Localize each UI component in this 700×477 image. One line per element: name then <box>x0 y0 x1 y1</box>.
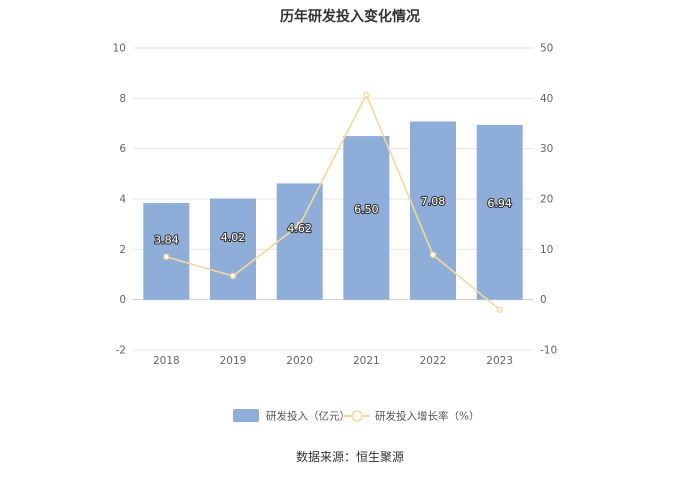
bar-label: 4.02 <box>221 231 246 244</box>
growth-rate-point-2021 <box>363 91 370 98</box>
y-right-tick-label: 0 <box>540 294 547 306</box>
growth-rate-line <box>166 92 501 311</box>
grid-lines <box>133 47 533 351</box>
bar-label: 3.84 <box>154 234 179 247</box>
y-right-tick-label: 40 <box>540 93 553 105</box>
bar-label: 6.94 <box>487 197 512 210</box>
bar-2020 <box>276 183 323 300</box>
y-left-tick-label: 8 <box>119 93 126 105</box>
x-tick-label: 2019 <box>220 355 247 367</box>
bar-2019 <box>210 198 256 300</box>
y-right-tick-label: 20 <box>540 194 553 206</box>
legend-bar-swatch <box>233 409 259 422</box>
bar-data-labels: 3.84 4.02 4.62 6.50 7.08 6.94 <box>153 194 513 248</box>
growth-rate-point-2019 <box>229 272 237 280</box>
y-left-tick-label: 4 <box>119 194 126 206</box>
growth-rate-point-2022 <box>429 251 437 259</box>
x-tick-label: 2023 <box>486 355 513 367</box>
bar-label: 4.62 <box>287 222 312 235</box>
x-tick-label: 2020 <box>286 355 313 367</box>
y-left-tick-label: 0 <box>119 294 126 306</box>
x-tick-label: 2022 <box>420 355 447 367</box>
growth-rate-point-2018 <box>163 253 170 261</box>
bar-2023 <box>476 125 523 300</box>
x-axis-ticks: 2018 2019 2020 2021 2022 2023 <box>153 355 513 367</box>
growth-rate-point-2023 <box>496 306 503 313</box>
legend: 研发投入（亿元） 研发投入增长率（%） <box>233 409 479 423</box>
y-right-tick-label: 30 <box>540 143 553 155</box>
right-axis-ticks: -10 0 10 20 30 40 50 <box>540 43 557 357</box>
bar-2022 <box>410 121 456 300</box>
legend-line-marker <box>351 410 363 422</box>
bar-label: 7.08 <box>421 195 446 208</box>
y-right-tick-label: 10 <box>540 244 553 256</box>
left-axis-ticks: -2 0 2 4 6 8 10 <box>113 43 127 357</box>
y-left-tick-label: 6 <box>119 143 126 155</box>
legend-bar-label: 研发投入（亿元） <box>266 410 350 423</box>
x-tick-label: 2021 <box>353 355 380 367</box>
y-right-tick-label: 50 <box>540 43 553 55</box>
y-left-tick-label: -2 <box>116 345 126 357</box>
bar-2018 <box>143 203 190 300</box>
bar-label: 6.50 <box>354 203 379 216</box>
chart-title: 历年研发投入变化情况 <box>280 8 420 25</box>
source-note: 数据来源：恒生聚源 <box>296 449 404 464</box>
growth-rate-point-2020 <box>296 221 303 228</box>
bar-series <box>143 121 523 300</box>
line-series <box>163 91 503 313</box>
bar-2021 <box>343 136 390 300</box>
legend-line-label: 研发投入增长率（%） <box>375 410 479 423</box>
y-right-tick-label: -10 <box>540 345 557 357</box>
y-left-tick-label: 10 <box>113 43 126 55</box>
y-left-tick-label: 2 <box>119 244 126 256</box>
x-tick-label: 2018 <box>153 355 180 367</box>
